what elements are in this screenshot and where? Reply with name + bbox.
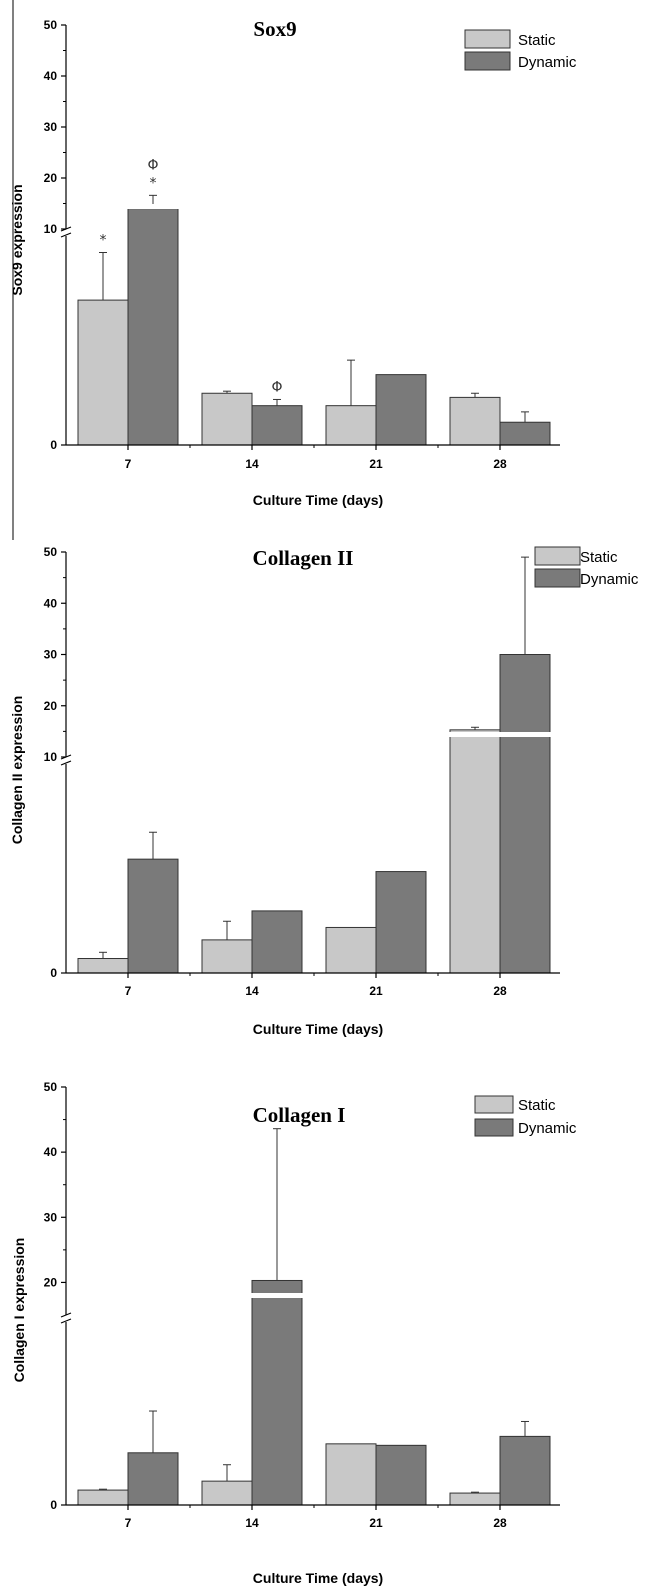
x-tick-label: 7	[125, 1516, 132, 1530]
chart-title: Collagen II	[253, 546, 354, 570]
y-tick-label: 10	[44, 750, 58, 764]
y-axis-title: Collagen I expression	[11, 1238, 27, 1383]
axis-break-band	[68, 204, 562, 209]
axis-break-mark	[60, 1312, 72, 1324]
x-tick-label: 7	[125, 984, 132, 998]
x-axis-title: Culture Time (days)	[253, 1570, 383, 1586]
bar-dynamic-14	[251, 910, 303, 974]
legend-swatch-static	[474, 1095, 514, 1114]
bar-static-28	[449, 1492, 501, 1506]
bar-dynamic-7	[127, 1452, 179, 1506]
legend-label-static: Static	[518, 32, 556, 49]
y-tick-label: 10	[44, 222, 58, 236]
x-tick-label: 21	[369, 984, 383, 998]
bar-dynamic-21	[375, 374, 427, 446]
bar-static-7	[77, 958, 129, 974]
y-tick-label: 50	[44, 18, 58, 32]
legend-label-dynamic: Dynamic	[580, 571, 639, 588]
y-tick-label: 40	[44, 69, 58, 83]
chart-panel-2: 10 20 30 40 50 0 7 14 21 28 Culture Time (days) Col…	[9, 545, 639, 1037]
bar-static-7	[77, 1489, 129, 1506]
bar-dynamic-28	[499, 1435, 551, 1506]
chart-panel-1: * Φ * Φ 10 20 30 40 50 0 7 14 21 28 Culture Time (days…	[9, 17, 577, 508]
chart-title: Collagen I	[253, 1103, 346, 1127]
y-tick-label-zero: 0	[50, 1498, 57, 1512]
bar-dynamic-14	[251, 405, 303, 446]
bar-static-21	[325, 1443, 377, 1506]
x-tick-label: 21	[369, 457, 383, 471]
y-tick-label: 50	[44, 1080, 58, 1094]
x-axis-title: Culture Time (days)	[253, 492, 383, 508]
legend-swatch-static	[534, 546, 581, 566]
legend-swatch-dynamic	[534, 568, 581, 588]
x-tick-label: 14	[245, 457, 259, 471]
bar-static-21	[325, 405, 377, 446]
y-axis-title: Collagen II expression	[9, 696, 25, 845]
x-tick-label: 28	[493, 457, 507, 471]
bar-dynamic-14	[251, 1279, 303, 1506]
y-tick-label: 20	[44, 1275, 58, 1289]
y-axis-title: Sox9 expression	[9, 184, 25, 295]
y-tick-label: 30	[44, 120, 58, 134]
x-tick-label: 28	[493, 1516, 507, 1530]
bar-dynamic-7	[127, 858, 179, 974]
bar-static-21	[325, 926, 377, 974]
legend-label-dynamic: Dynamic	[518, 54, 577, 71]
y-tick-label: 20	[44, 171, 58, 185]
bar-dynamic-7	[127, 208, 179, 446]
x-tick-label: 14	[245, 1516, 259, 1530]
bar-static-28	[449, 396, 501, 446]
legend-swatch-dynamic	[464, 51, 511, 71]
x-tick-label: 14	[245, 984, 259, 998]
chart-panel-3: 20 30 40 50 0 7 14 21 28 Culture Time (days) Colla…	[11, 1080, 577, 1586]
y-tick-label-zero: 0	[50, 438, 57, 452]
chart-title: Sox9	[253, 17, 296, 41]
axis-break-band	[68, 732, 562, 737]
x-tick-label: 28	[493, 984, 507, 998]
x-tick-label: 7	[125, 457, 132, 471]
bar-static-14	[201, 939, 253, 974]
bar-static-28	[449, 729, 501, 974]
significance-marker: Φ	[147, 157, 158, 173]
y-tick-label: 30	[44, 648, 58, 662]
x-tick-label: 21	[369, 1516, 383, 1530]
y-tick-label: 20	[44, 699, 58, 713]
bar-dynamic-28	[499, 654, 551, 974]
significance-marker: *	[100, 232, 107, 248]
axis-break-band	[68, 1293, 562, 1298]
significance-marker: Φ	[271, 379, 282, 395]
y-tick-label: 30	[44, 1210, 58, 1224]
legend-swatch-dynamic	[474, 1118, 514, 1137]
bar-static-14	[201, 1480, 253, 1506]
legend-swatch-static	[464, 29, 511, 49]
y-tick-label-zero: 0	[50, 966, 57, 980]
significance-marker: *	[150, 175, 157, 191]
y-tick-label: 40	[44, 596, 58, 610]
y-tick-label: 40	[44, 1145, 58, 1159]
bar-static-14	[201, 392, 253, 446]
bar-dynamic-21	[375, 871, 427, 974]
bar-dynamic-28	[499, 421, 551, 446]
legend-label-static: Static	[518, 1097, 556, 1114]
legend-label-dynamic: Dynamic	[518, 1120, 577, 1137]
legend-label-static: Static	[580, 549, 618, 566]
bar-dynamic-21	[375, 1444, 427, 1506]
x-axis-title: Culture Time (days)	[253, 1021, 383, 1037]
bar-static-7	[77, 299, 129, 446]
y-tick-label: 50	[44, 545, 58, 559]
